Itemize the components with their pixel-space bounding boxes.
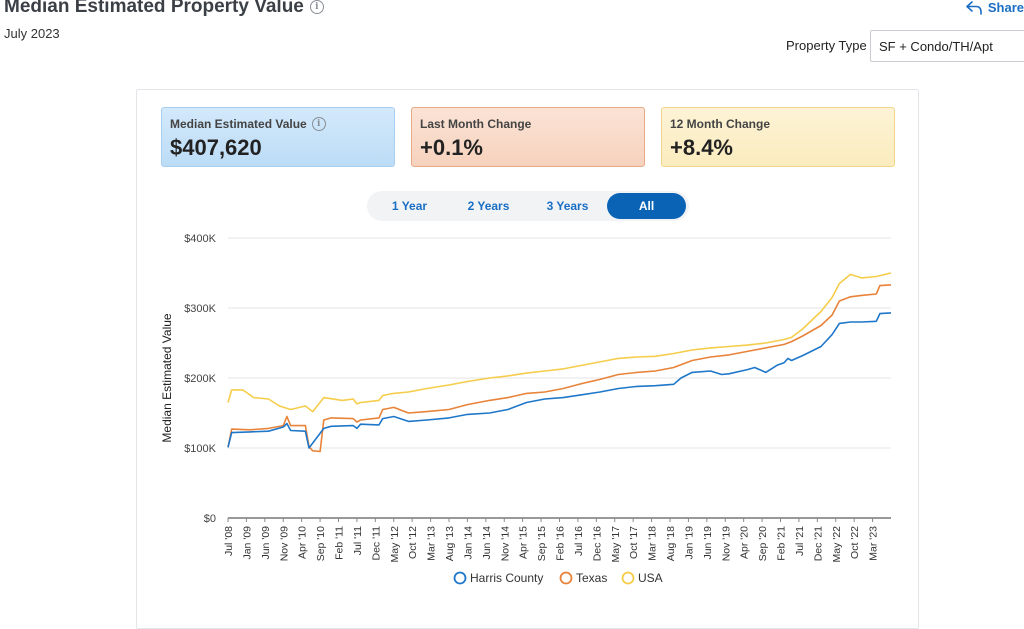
legend-marker-texas: [559, 571, 573, 585]
twelve-month-stat: 12 Month Change +8.4%: [661, 107, 895, 167]
twelve-month-value: +8.4%: [670, 135, 733, 160]
x-tick-label: Jan '09: [241, 526, 253, 560]
x-tick-label: Jul '11: [352, 526, 364, 555]
x-tick-label: Jan '19: [683, 526, 695, 560]
x-tick-label: May '17: [610, 526, 622, 563]
x-tick-label: Jul '21: [794, 526, 806, 556]
last-month-stat: Last Month Change +0.1%: [411, 107, 645, 167]
x-tick-label: Mar '13: [426, 526, 438, 561]
median-value: $407,620: [170, 135, 262, 160]
range-2-years[interactable]: 2 Years: [467, 199, 510, 213]
x-tick-label: Mar '18: [647, 526, 659, 561]
x-tick-label: Apr '20: [739, 526, 751, 559]
line-chart: $0 $100K $200K $300K $400K Median Estimated V…: [160, 233, 892, 585]
series-line-texas: [227, 284, 892, 453]
x-tick-label: Jun '14: [481, 526, 493, 560]
legend-marker-harris-county: [453, 571, 467, 585]
report-date: July 2023: [4, 26, 60, 41]
x-tick-label: Jul '08: [223, 526, 235, 556]
y-axis-title: Median Estimated Value: [160, 313, 174, 443]
range-all[interactable]: All: [607, 193, 686, 219]
x-tick-label: Sep '20: [757, 526, 769, 561]
legend-marker-usa: [621, 571, 635, 585]
x-tick-label: Dec '21: [812, 526, 824, 561]
x-tick-label: Mar '23: [868, 526, 880, 561]
last-month-label: Last Month Change: [420, 117, 532, 131]
x-tick-label: Nov '19: [720, 526, 732, 561]
x-tick-label: Dec '11: [370, 526, 382, 561]
x-tick-label: Feb '11: [334, 526, 346, 560]
x-tick-label: May '12: [389, 526, 401, 563]
last-month-value: +0.1%: [420, 135, 483, 160]
property-type-label: Property Type: [786, 38, 867, 53]
y-tick-label: $200K: [184, 373, 216, 385]
chart-card: Median Estimated Value i $407,620 Last M…: [136, 89, 919, 629]
x-tick-label: Aug '18: [665, 526, 677, 561]
x-tick-label: Oct '12: [407, 526, 419, 559]
share-label: Share: [987, 0, 1024, 15]
property-type-select[interactable]: SF + Condo/TH/Apt: [870, 30, 1024, 62]
page-title: Median Estimated Property Value i: [4, 0, 324, 18]
range-1-year[interactable]: 1 Year: [391, 199, 428, 213]
y-tick-label: $0: [204, 513, 216, 525]
y-tick-label: $400K: [184, 233, 216, 245]
range-3-years[interactable]: 3 Years: [546, 199, 589, 213]
share-button[interactable]: Share: [966, 0, 1024, 15]
x-tick-label: Aug '13: [444, 526, 456, 561]
page-title-text: Median Estimated Property Value: [4, 0, 304, 17]
x-tick-label: May '22: [831, 526, 843, 563]
x-tick-label: Jun '09: [260, 526, 272, 560]
x-tick-label: Sep '15: [536, 526, 548, 561]
twelve-month-label: 12 Month Change: [670, 117, 771, 131]
x-tick-label: Jul '16: [573, 526, 585, 556]
legend-label: Texas: [576, 571, 607, 585]
info-icon[interactable]: i: [311, 117, 326, 131]
x-tick-label: Sep '10: [315, 526, 327, 561]
info-icon[interactable]: i: [309, 0, 324, 14]
x-tick-label: Feb '21: [776, 526, 788, 561]
x-tick-label: Oct '17: [628, 526, 640, 559]
median-value-label: Median Estimated Value: [170, 117, 307, 131]
x-tick-label: Apr '10: [297, 526, 309, 559]
x-tick-label: Nov '09: [278, 526, 290, 561]
x-tick-label: Dec '16: [591, 526, 603, 561]
x-tick-label: Feb '16: [555, 526, 567, 561]
series-line-usa: [227, 272, 892, 413]
x-tick-label: Nov '14: [499, 526, 511, 561]
x-tick-label: Jan '14: [462, 526, 474, 560]
median-value-stat: Median Estimated Value i $407,620: [161, 107, 395, 167]
x-tick-label: Oct '22: [849, 526, 861, 559]
series-line-harris-county: [227, 312, 892, 449]
legend-label: USA: [638, 571, 663, 585]
x-tick-label: Apr '15: [518, 526, 530, 559]
legend-label: Harris County: [470, 571, 543, 585]
y-tick-label: $100K: [184, 443, 216, 455]
share-icon: [966, 0, 982, 15]
x-tick-label: Jun '19: [702, 526, 714, 560]
time-range-selector: 1 Year 2 Years 3 Years All: [367, 191, 689, 221]
y-tick-label: $300K: [184, 303, 216, 315]
